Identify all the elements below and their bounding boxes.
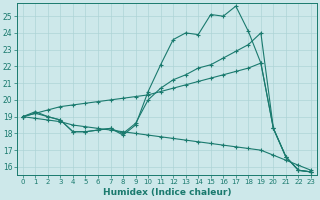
- X-axis label: Humidex (Indice chaleur): Humidex (Indice chaleur): [103, 188, 231, 197]
